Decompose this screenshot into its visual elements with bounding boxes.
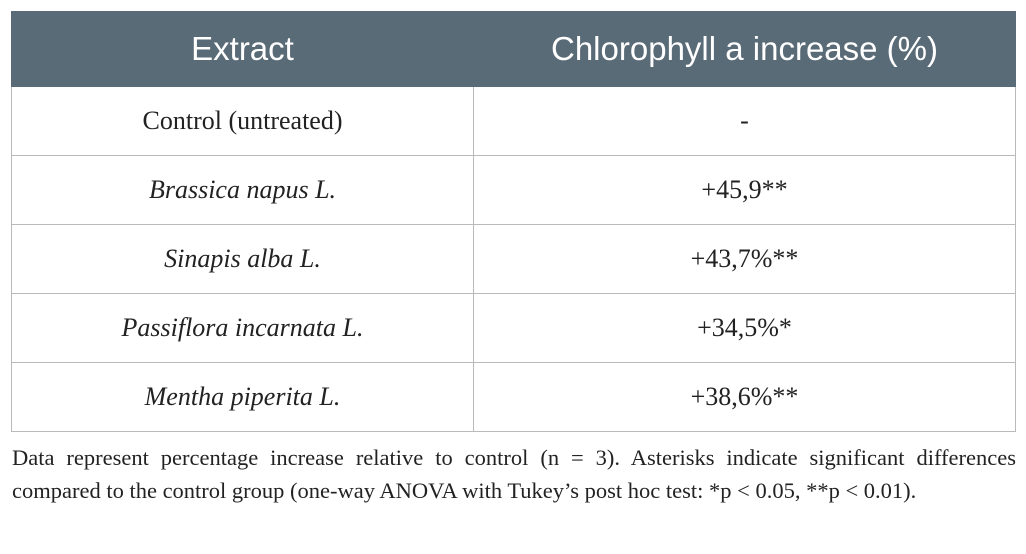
increase-cell: - [473, 86, 1016, 156]
header-chlorophyll-increase: Chlorophyll a increase (%) [473, 11, 1016, 87]
chlorophyll-table: Extract Chlorophyll a increase (%) Contr… [11, 11, 1016, 432]
header-row: Extract Chlorophyll a increase (%) [11, 11, 1016, 87]
extract-cell: Control (untreated) [11, 86, 474, 156]
increase-cell: +34,5%* [473, 293, 1016, 363]
extract-cell: Brassica napus L. [11, 155, 474, 225]
table-row: Sinapis alba L. +43,7%** [11, 224, 1016, 294]
extract-cell: Sinapis alba L. [11, 224, 474, 294]
data-table-container: Extract Chlorophyll a increase (%) Contr… [11, 11, 1016, 432]
table-body: Control (untreated) - Brassica napus L. … [11, 86, 1016, 432]
extract-cell: Passiflora incarnata L. [11, 293, 474, 363]
table-row: Brassica napus L. +45,9** [11, 155, 1016, 225]
increase-cell: +38,6%** [473, 362, 1016, 432]
table-row: Control (untreated) - [11, 86, 1016, 156]
extract-cell: Mentha piperita L. [11, 362, 474, 432]
table-row: Passiflora incarnata L. +34,5%* [11, 293, 1016, 363]
table-header: Extract Chlorophyll a increase (%) [11, 11, 1016, 87]
table-footnote: Data represent percentage increase relat… [12, 445, 1016, 503]
increase-cell: +43,7%** [473, 224, 1016, 294]
table-row: Mentha piperita L. +38,6%** [11, 362, 1016, 432]
increase-cell: +45,9** [473, 155, 1016, 225]
header-extract: Extract [11, 11, 474, 87]
